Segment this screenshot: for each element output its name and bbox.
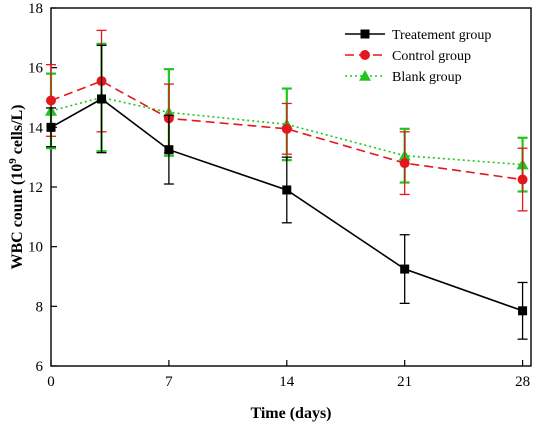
x-axis-ticks: 0 7 14 21 28 <box>47 360 530 390</box>
legend-label: Control group <box>392 49 471 64</box>
y-tick-label: 14 <box>28 120 44 136</box>
legend-marker <box>360 29 370 39</box>
y-tick-label: 6 <box>36 359 44 375</box>
y-tick-label: 18 <box>28 1 43 17</box>
x-tick-label: 21 <box>397 374 412 390</box>
y-tick-label: 16 <box>28 61 44 77</box>
data-point <box>399 158 410 169</box>
data-point <box>46 122 56 132</box>
y-axis-title-sup: 9 <box>7 158 19 164</box>
legend-label: Blank group <box>392 70 462 85</box>
series-0 <box>46 44 528 340</box>
y-axis-ticks: 6 8 10 12 14 16 18 <box>28 1 57 375</box>
data-point <box>46 95 56 106</box>
x-axis-title: Time (days) <box>250 405 331 422</box>
series-layer <box>45 29 529 340</box>
y-tick-label: 10 <box>28 240 43 256</box>
series-line <box>50 80 523 181</box>
data-point <box>281 123 292 134</box>
x-tick-label: 14 <box>279 374 295 390</box>
series-line <box>50 98 523 312</box>
y-axis-title: WBC count (109 cells/L) <box>7 104 26 269</box>
x-tick-label: 0 <box>47 374 55 390</box>
series-line <box>50 96 523 166</box>
x-tick-label: 28 <box>515 374 530 390</box>
legend-label: Treatement group <box>392 28 491 43</box>
x-tick-label: 7 <box>165 374 173 390</box>
data-point <box>164 145 174 155</box>
y-tick-label: 8 <box>36 299 44 315</box>
y-axis-title-main: WBC count (10 <box>9 164 26 270</box>
legend-marker <box>359 70 371 81</box>
data-point <box>517 174 528 185</box>
y-tick-label: 12 <box>28 180 43 196</box>
data-point <box>282 185 292 195</box>
legend-marker <box>360 50 370 60</box>
data-point <box>400 264 410 274</box>
data-point <box>97 94 107 104</box>
legend: Treatement group Control group Blank group <box>345 28 491 85</box>
data-point <box>518 306 528 316</box>
y-axis-title-tail: cells/L) <box>9 104 26 158</box>
